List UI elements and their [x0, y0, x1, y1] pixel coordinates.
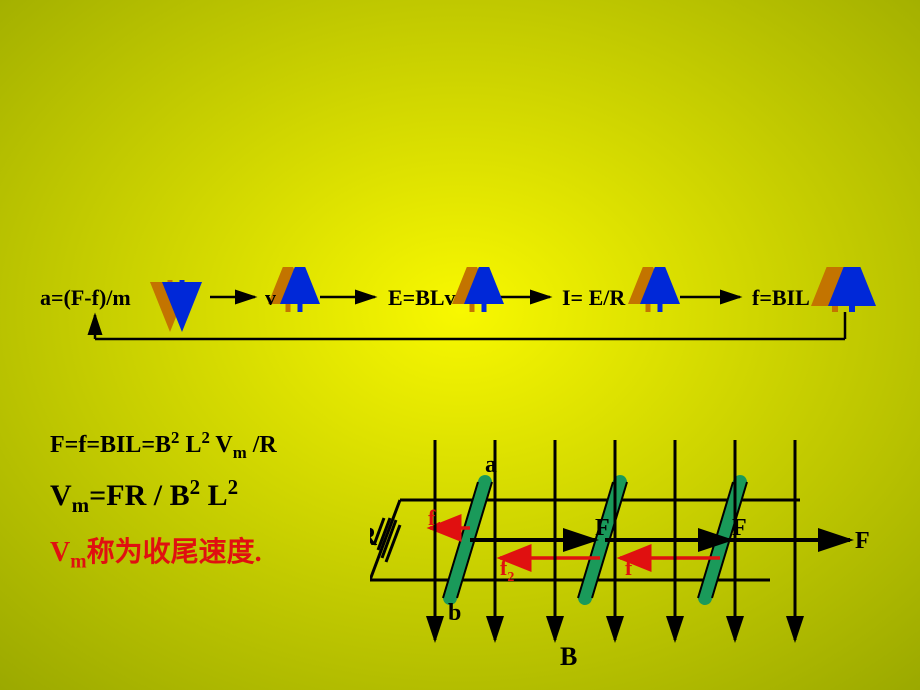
label-R: R — [370, 522, 377, 551]
derivation-flow: a=(F-f)/m v E=BLv I= E/R f=BIL — [40, 267, 880, 347]
f2-p1: V — [50, 479, 72, 512]
label-b: b — [448, 600, 461, 626]
flow-v: v — [265, 285, 276, 311]
label-a: a — [485, 452, 497, 478]
flow-svg — [40, 267, 920, 357]
flow-f: f=BIL — [752, 285, 810, 311]
formula-Vm: Vm=FR / B2 L2 — [50, 475, 410, 518]
f2-sup2: 2 — [228, 475, 239, 499]
label-f1: f1 — [428, 505, 442, 535]
f2-p2: =FR / B — [89, 479, 189, 512]
flow-a: a=(F-f)/m — [40, 285, 131, 311]
f1-subm: m — [233, 443, 247, 462]
label-F3: F — [855, 528, 870, 554]
tv-p1: V — [50, 537, 70, 568]
tv-p2: 称为收尾速度. — [87, 537, 262, 568]
terminal-velocity-note: Vm称为收尾速度. — [50, 530, 410, 574]
flow-I: I= E/R — [562, 285, 625, 311]
flow-E: E=BLv — [388, 285, 456, 311]
diagram-svg: a b R B F F F f1 f2 f — [370, 410, 890, 670]
f2-p3: L — [200, 479, 228, 512]
f1-p1: F=f=BIL=B — [50, 432, 171, 458]
formula-F-equals-f: F=f=BIL=B2 L2 Vm /R — [50, 428, 410, 463]
f2-sup1: 2 — [190, 475, 201, 499]
tv-subm: m — [70, 551, 86, 572]
label-B: B — [560, 642, 577, 670]
label-F1: F — [595, 515, 610, 541]
f2-subm: m — [72, 493, 90, 517]
f1-p4: /R — [247, 432, 277, 458]
label-F2: F — [732, 515, 747, 541]
f1-p2: L — [179, 432, 201, 458]
f1-sup2: 2 — [201, 428, 209, 447]
f1-p3: V — [210, 432, 233, 458]
circuit-diagram: a b R B F F F f1 f2 f — [370, 410, 890, 670]
label-f: f — [625, 555, 633, 580]
formulas-region: F=f=BIL=B2 L2 Vm /R Vm=FR / B2 L2 Vm称为收尾… — [40, 420, 410, 573]
